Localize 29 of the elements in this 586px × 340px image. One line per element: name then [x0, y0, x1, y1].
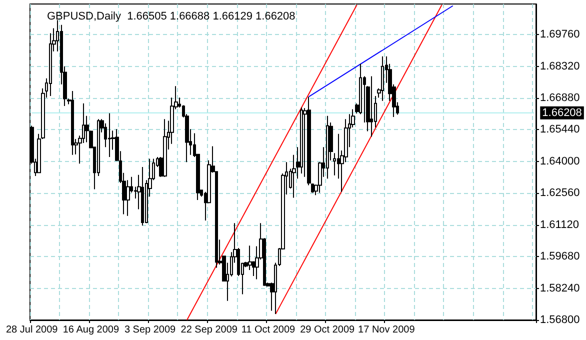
- x-tick-label: 3 Sep 2009: [124, 324, 176, 336]
- x-tick-label: 29 Oct 2009: [300, 324, 355, 336]
- y-tick-label: 1.69760: [540, 28, 580, 41]
- candlestick: [307, 96, 311, 186]
- x-tick-label: 28 Jul 2009: [6, 324, 58, 336]
- ref-line-label: 1.66208: [542, 106, 582, 119]
- y-tick-label: 1.58240: [540, 282, 580, 294]
- x-tick-label: 17 Nov 2009: [358, 324, 416, 336]
- y-tick-label: 1.65440: [540, 124, 580, 136]
- candlestick: [370, 76, 373, 138]
- x-tick-label: 11 Oct 2009: [241, 324, 296, 336]
- text: GBPUSD,Daily 1.66505 1.66688 1.66129 1.66208: [47, 10, 296, 22]
- candlestick: [381, 56, 384, 102]
- candlestick: [300, 107, 303, 174]
- y-tick-label: 1.64000: [540, 155, 580, 168]
- candlestick: [141, 166, 144, 226]
- y-tick-label: 1.62560: [540, 187, 580, 200]
- candlestick: [108, 112, 111, 158]
- candlestick: [326, 115, 329, 180]
- y-tick-label: 1.61120: [540, 218, 579, 231]
- x-tick-label: 16 Aug 2009: [62, 324, 120, 336]
- x-tick-label: 22 Sep 2009: [180, 324, 238, 336]
- y-tick-label: 1.56800: [540, 314, 580, 326]
- candlestick: [311, 182, 314, 194]
- candlestick: [163, 118, 167, 178]
- candlestick: [71, 90, 74, 156]
- y-tick-label: 1.59680: [540, 250, 580, 263]
- y-tick-label: 1.68320: [540, 60, 580, 72]
- y-tick-label: 1.66880: [540, 92, 580, 104]
